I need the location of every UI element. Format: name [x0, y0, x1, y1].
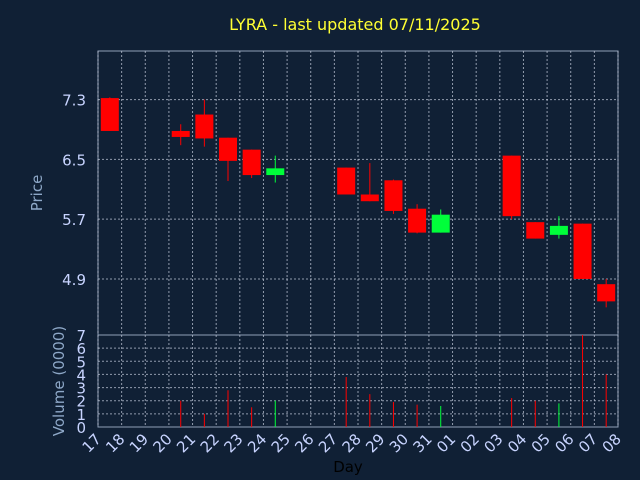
candle-body: [195, 114, 214, 139]
volume-y-tick-label: 5: [76, 353, 86, 371]
x-tick-label: 22: [197, 430, 223, 456]
price-axis-label: Price: [28, 175, 46, 212]
price-y-tick-label: 4.9: [62, 271, 86, 289]
volume-y-tick-label: 7: [76, 327, 86, 345]
x-tick-label: 26: [291, 430, 317, 456]
candle-body: [219, 137, 237, 161]
x-tick-label: 18: [102, 430, 128, 456]
x-tick-label: 28: [339, 430, 365, 456]
x-tick-label: 03: [480, 430, 506, 456]
candle-body: [573, 223, 592, 279]
candle-body: [549, 225, 568, 235]
x-tick-label: 07: [575, 430, 601, 456]
x-axis-label: Day: [333, 458, 363, 476]
x-tick-label: 31: [410, 430, 436, 456]
candle-body: [431, 214, 450, 233]
candle-body: [384, 180, 403, 211]
price-y-tick-label: 6.5: [62, 151, 86, 169]
candles: [100, 97, 616, 308]
x-tick-label: 27: [315, 430, 341, 456]
x-tick-labels: 1718192021222324252627282930310102030405…: [79, 430, 625, 456]
x-tick-label: 30: [386, 430, 412, 456]
price-panel: 7.3 6.5 5.7 4.9 Price: [28, 50, 619, 336]
volume-y-tick-label: 1: [76, 406, 86, 424]
x-tick-label: 02: [457, 430, 483, 456]
candle-body: [242, 149, 261, 176]
candle-body: [100, 98, 119, 131]
x-tick-label: 01: [433, 430, 459, 456]
price-y-tick-label: 7.3: [62, 92, 86, 110]
candle-body: [597, 284, 616, 302]
volume-y-tick-label: 6: [76, 340, 86, 358]
volume-bars: [180, 335, 607, 427]
volume-axis-label: Volume (0000): [50, 326, 68, 436]
chart-title: LYRA - last updated 07/11/2025: [229, 15, 481, 34]
volume-grid: [97, 335, 619, 427]
price-y-tick-label: 5.7: [62, 211, 86, 229]
candle-body: [171, 130, 190, 137]
volume-y-tick-label: 0: [76, 419, 86, 437]
candle-body: [526, 222, 545, 239]
volume-y-tick-label: 2: [76, 393, 86, 411]
candle-body: [502, 155, 521, 217]
price-grid: [97, 51, 619, 335]
candle-body: [266, 168, 285, 176]
x-tick-label: 19: [126, 430, 152, 456]
candle-body: [408, 208, 427, 233]
volume-y-tick-label: 4: [76, 366, 86, 384]
x-tick-label: 05: [528, 430, 554, 456]
x-tick-label: 21: [173, 430, 199, 456]
x-tick-label: 24: [244, 430, 270, 456]
candle-body: [360, 194, 379, 202]
price-y-ticks: 7.3 6.5 5.7 4.9: [62, 92, 86, 289]
x-tick-label: 23: [220, 430, 246, 456]
volume-y-tick-label: 3: [76, 380, 86, 398]
candle-body: [337, 167, 356, 195]
x-tick-label: 29: [362, 430, 388, 456]
x-tick-label: 08: [599, 430, 625, 456]
x-tick-label: 06: [551, 430, 577, 456]
x-tick-label: 25: [268, 430, 294, 456]
x-tick-label: 04: [504, 430, 530, 456]
x-tick-label: 20: [150, 430, 176, 456]
